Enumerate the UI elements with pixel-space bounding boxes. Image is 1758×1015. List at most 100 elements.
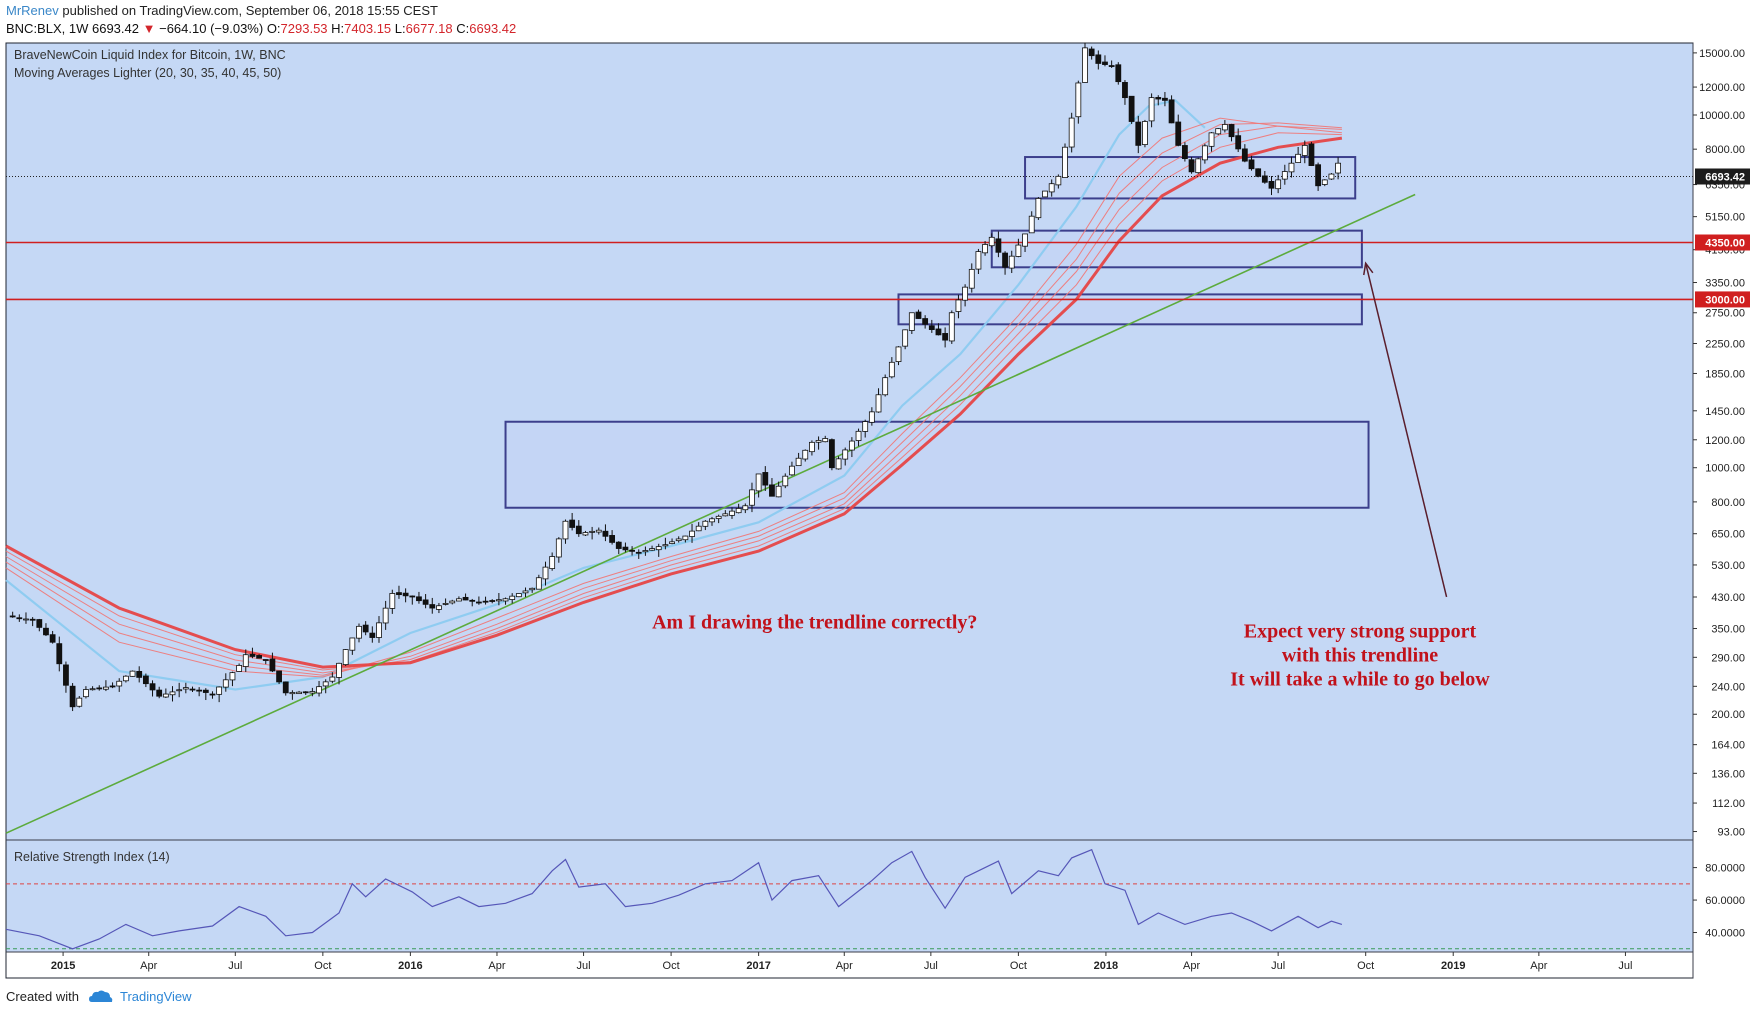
moving-average-line bbox=[5, 125, 1342, 674]
time-axis-label: 2018 bbox=[1094, 960, 1118, 972]
candle-body bbox=[116, 680, 123, 687]
candle-body bbox=[489, 600, 496, 602]
low-value: 6677.18 bbox=[405, 21, 453, 36]
annotation-text: Am I drawing the trendline correctly? bbox=[652, 612, 977, 634]
tradingview-brand-link[interactable]: TradingView bbox=[120, 989, 192, 1004]
candle-body bbox=[709, 518, 715, 523]
candle-body bbox=[449, 600, 456, 604]
candle-body bbox=[1022, 233, 1028, 247]
candle-body bbox=[549, 556, 556, 569]
price-axis-label: 2750.00 bbox=[1705, 308, 1745, 320]
candle-body bbox=[928, 325, 935, 330]
candle-body bbox=[475, 601, 482, 604]
candle-body bbox=[922, 318, 929, 325]
price-axis-label: 8000.00 bbox=[1705, 144, 1745, 156]
candle-body bbox=[789, 465, 795, 476]
candle-body bbox=[1208, 132, 1215, 147]
candle-body bbox=[436, 605, 442, 610]
tradingview-cloud-icon[interactable] bbox=[88, 989, 113, 1003]
candle-body bbox=[862, 421, 869, 432]
candle-body bbox=[1115, 64, 1122, 83]
candle-body bbox=[83, 689, 89, 698]
candle-body bbox=[1088, 48, 1095, 57]
created-with-label: Created with bbox=[6, 989, 79, 1004]
candle-body bbox=[16, 617, 23, 620]
candle-body bbox=[1188, 159, 1195, 173]
last-price-label: 6693.42 bbox=[1705, 171, 1745, 183]
candle-body bbox=[1142, 121, 1148, 145]
candle-body bbox=[1241, 148, 1248, 162]
candle-body bbox=[629, 549, 635, 552]
candle-body bbox=[822, 438, 829, 443]
candle-body bbox=[1128, 95, 1135, 122]
author-link[interactable]: MrRenev bbox=[6, 3, 59, 18]
candle-body bbox=[888, 361, 895, 378]
candle-body bbox=[63, 664, 69, 686]
time-axis-label: 2015 bbox=[51, 960, 75, 972]
indicator-label: Moving Averages Lighter (20, 30, 35, 40,… bbox=[14, 66, 281, 80]
time-axis-label: Apr bbox=[1183, 960, 1200, 972]
price-axis-label: 10000.00 bbox=[1699, 110, 1745, 122]
level-price-tag bbox=[1695, 291, 1750, 308]
candle-body bbox=[495, 599, 502, 602]
moving-average-line bbox=[5, 99, 1206, 691]
time-axis-label: Apr bbox=[1530, 960, 1547, 972]
moving-average-line bbox=[5, 122, 1342, 676]
candle-body bbox=[242, 654, 249, 667]
candle-body bbox=[509, 595, 516, 600]
candle-body bbox=[1328, 173, 1335, 180]
candle-body bbox=[669, 541, 675, 544]
annotation-line: Expect very strong support bbox=[1244, 621, 1477, 643]
candle-body bbox=[749, 489, 755, 506]
time-axis-label: Apr bbox=[140, 960, 157, 972]
candle-body bbox=[189, 688, 196, 691]
candle-body bbox=[376, 622, 382, 638]
time-axis-label: 2017 bbox=[746, 960, 770, 972]
candle-body bbox=[782, 475, 789, 487]
candle-body bbox=[382, 607, 389, 624]
candle-body bbox=[1148, 97, 1155, 122]
candle-body bbox=[336, 662, 342, 678]
chart-title: BraveNewCoin Liquid Index for Bitcoin, 1… bbox=[14, 48, 286, 62]
candle-body bbox=[662, 544, 669, 547]
arrow-head bbox=[1363, 261, 1374, 276]
last-price: 6693.42 bbox=[91, 21, 139, 36]
candle-body bbox=[69, 685, 76, 708]
price-axis-label: 3350.00 bbox=[1705, 278, 1745, 290]
time-axis-label: Jul bbox=[228, 960, 242, 972]
candle-body bbox=[769, 484, 775, 497]
candle-body bbox=[615, 541, 622, 549]
candle-body bbox=[575, 525, 582, 535]
candle-body bbox=[735, 508, 742, 514]
close-label: C: bbox=[456, 21, 470, 36]
price-axis-label: 350.00 bbox=[1711, 624, 1745, 636]
candle-body bbox=[895, 346, 902, 363]
candle-body bbox=[582, 532, 589, 536]
candle-body bbox=[469, 599, 476, 602]
candle-body bbox=[289, 692, 296, 695]
candle-body bbox=[1155, 97, 1162, 100]
change-arrow-icon: ▼ bbox=[142, 21, 156, 36]
candle-body bbox=[1028, 215, 1035, 234]
candle-body bbox=[262, 659, 269, 661]
candle-body bbox=[868, 411, 875, 423]
candle-body bbox=[715, 515, 722, 519]
moving-averages bbox=[5, 99, 1343, 691]
candle-body bbox=[602, 530, 609, 537]
candle-body bbox=[349, 637, 356, 651]
level-price-tag bbox=[1695, 234, 1750, 251]
candle-body bbox=[1301, 144, 1308, 156]
candle-body bbox=[642, 550, 649, 553]
candle-body bbox=[535, 577, 542, 590]
candle-body bbox=[9, 615, 16, 618]
candle-body bbox=[169, 691, 176, 696]
candle-body bbox=[29, 618, 36, 621]
time-axis-label: Apr bbox=[488, 960, 505, 972]
high-value: 7403.15 bbox=[344, 21, 392, 36]
candle-body bbox=[1195, 158, 1202, 174]
candle-body bbox=[1215, 128, 1222, 135]
candle-body bbox=[1068, 117, 1075, 148]
candle-body bbox=[162, 693, 169, 698]
